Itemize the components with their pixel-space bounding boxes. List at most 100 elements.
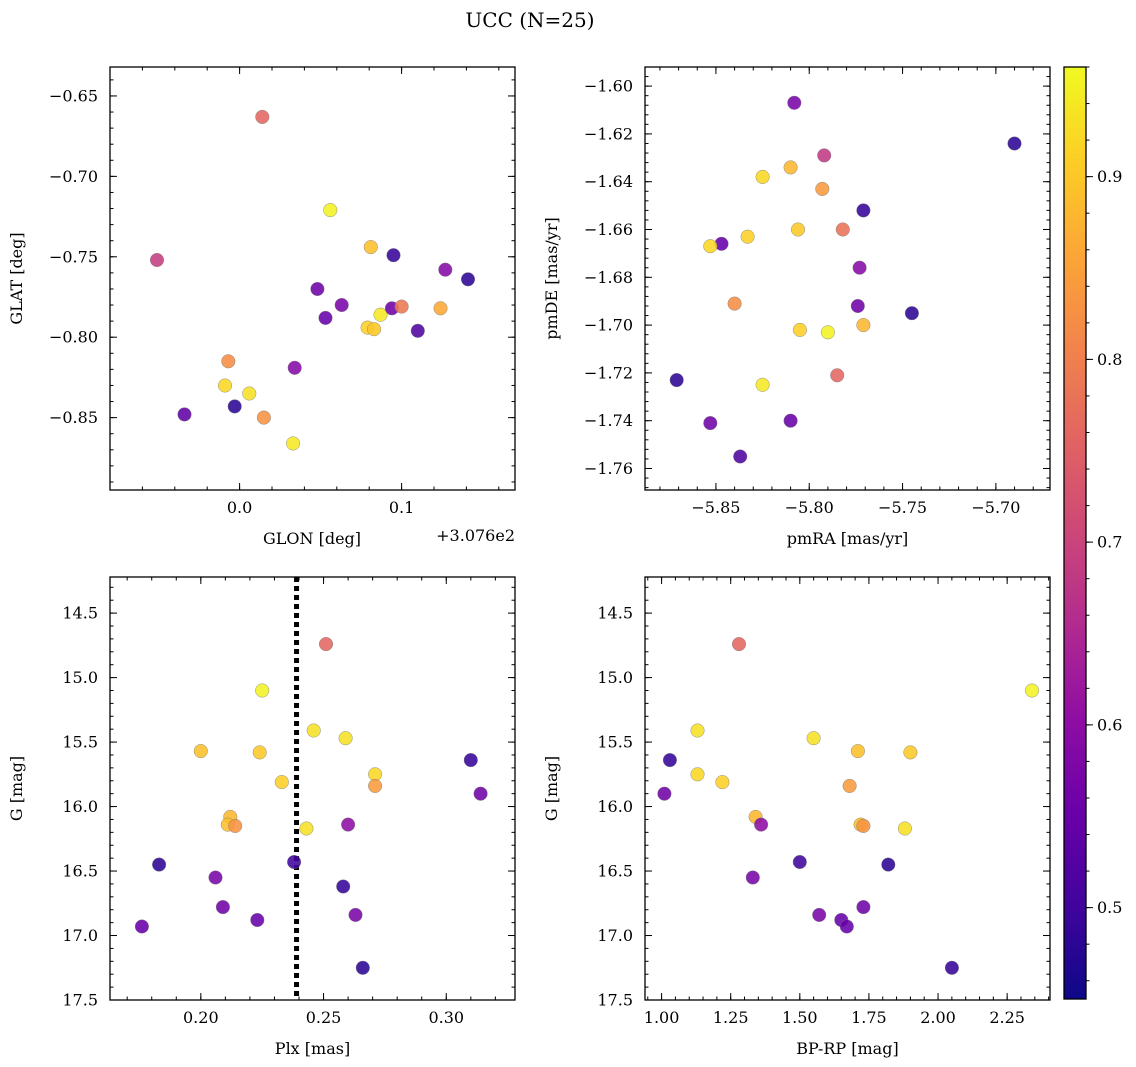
y-tick-label: 15.5 [62, 733, 98, 752]
data-point [134, 919, 149, 934]
data-point [881, 857, 896, 872]
data-point [338, 731, 353, 746]
plot-frame [109, 66, 516, 491]
colorbar-gradient [1064, 67, 1086, 999]
data-point [1007, 136, 1022, 151]
data-point [783, 160, 798, 175]
data-point [373, 307, 388, 322]
data-point [897, 821, 912, 836]
data-point [386, 248, 401, 263]
y-tick-label: 16.5 [62, 862, 98, 881]
panel-pmra-pmde: −5.85 −5.80 −5.75 −5.70 −1.60 −1.62 −1.64 −1.66… [542, 66, 1051, 548]
data-point [461, 272, 476, 287]
colorbar-tick-label: 0.9 [1097, 167, 1122, 186]
y-tick-label: 16.0 [62, 797, 98, 816]
data-point [787, 95, 802, 110]
data-point [473, 786, 488, 801]
data-point [463, 753, 478, 768]
data-point [152, 857, 167, 872]
x-tick-label: 2.25 [989, 1008, 1025, 1027]
data-point [250, 913, 265, 928]
data-point [715, 775, 730, 790]
data-point [286, 436, 301, 451]
data-point [242, 386, 257, 401]
data-point [791, 222, 806, 237]
y-tick-label: −1.66 [584, 220, 633, 239]
data-point [334, 298, 349, 313]
data-point [856, 318, 871, 333]
x-tick-label: 1.75 [851, 1008, 887, 1027]
colorbar-tick-label: 0.7 [1097, 533, 1122, 552]
y-tick-label: −0.80 [49, 328, 98, 347]
colorbar-tick-label: 0.5 [1097, 898, 1122, 917]
y-tick-label: 16.0 [597, 797, 633, 816]
data-point [806, 731, 821, 746]
data-point [438, 262, 453, 277]
x-tick-label: 2.00 [920, 1008, 956, 1027]
data-point [368, 778, 383, 793]
panel-plx-g: 0.20 0.25 0.30 14.5 15.0 15.5 16.0 16.5 17.0 17.5… [7, 576, 516, 1058]
x-tick-label: 0.20 [183, 1008, 219, 1027]
data-point [662, 753, 677, 768]
data-point [318, 310, 333, 325]
x-tick-label: −5.80 [785, 498, 834, 517]
data-point [856, 818, 871, 833]
y-tick-label: −1.60 [584, 77, 633, 96]
data-point [839, 919, 854, 934]
data-point [703, 239, 718, 254]
colorbar-frame [1063, 66, 1087, 1000]
plot-frame [644, 576, 1051, 1001]
colorbar: 0.5 0.6 0.7 0.8 0.9 [1063, 66, 1122, 1000]
data-point [299, 821, 314, 836]
data-point [410, 323, 425, 338]
data-point [850, 744, 865, 759]
y-tick-label: −1.62 [584, 124, 633, 143]
data-point [287, 855, 302, 870]
data-point [348, 907, 363, 922]
panel-glon-glat: 0.0 0.1 −0.65 −0.70 −0.75 −0.80 −0.85 GLON [deg… [7, 66, 516, 548]
x-tick-label: 0.1 [389, 498, 414, 517]
data-point [341, 817, 356, 832]
data-point [690, 723, 705, 738]
y-tick-label: −0.70 [49, 167, 98, 186]
y-tick-label: −0.65 [49, 86, 98, 105]
y-tick-label: −1.76 [584, 459, 633, 478]
y-tick-label: −1.64 [584, 172, 633, 191]
data-point [252, 745, 267, 760]
data-point [755, 169, 770, 184]
data-point [783, 413, 798, 428]
y-tick-label: 17.0 [597, 926, 633, 945]
data-point [221, 354, 236, 369]
data-point [944, 960, 959, 975]
x-axis-label: GLON [deg] [263, 529, 361, 548]
data-point [228, 818, 243, 833]
data-point [363, 240, 378, 255]
data-point [703, 416, 718, 431]
x-axis-label: Plx [mas] [275, 1039, 350, 1058]
data-point [149, 252, 164, 267]
data-point [835, 222, 850, 237]
data-point [727, 296, 742, 311]
y-tick-label: 14.5 [597, 604, 633, 623]
data-point [215, 900, 230, 915]
y-tick-label: −1.70 [584, 316, 633, 335]
data-point [193, 744, 208, 759]
data-point [856, 203, 871, 218]
data-point [274, 775, 289, 790]
x-tick-label: 1.25 [713, 1008, 749, 1027]
colorbar-tick-label: 0.6 [1097, 715, 1122, 734]
data-point [754, 817, 769, 832]
data-point [306, 723, 321, 738]
y-tick-label: 15.0 [62, 668, 98, 687]
data-point [732, 637, 747, 652]
data-point [256, 410, 271, 425]
data-point [208, 870, 223, 885]
x-tick-label: 0.25 [306, 1008, 342, 1027]
data-point [319, 637, 334, 652]
x-tick-label: 1.00 [644, 1008, 680, 1027]
y-tick-label: −1.74 [584, 411, 633, 430]
data-point [850, 299, 865, 314]
data-point [792, 322, 807, 337]
x-tick-label: −5.70 [971, 498, 1020, 517]
